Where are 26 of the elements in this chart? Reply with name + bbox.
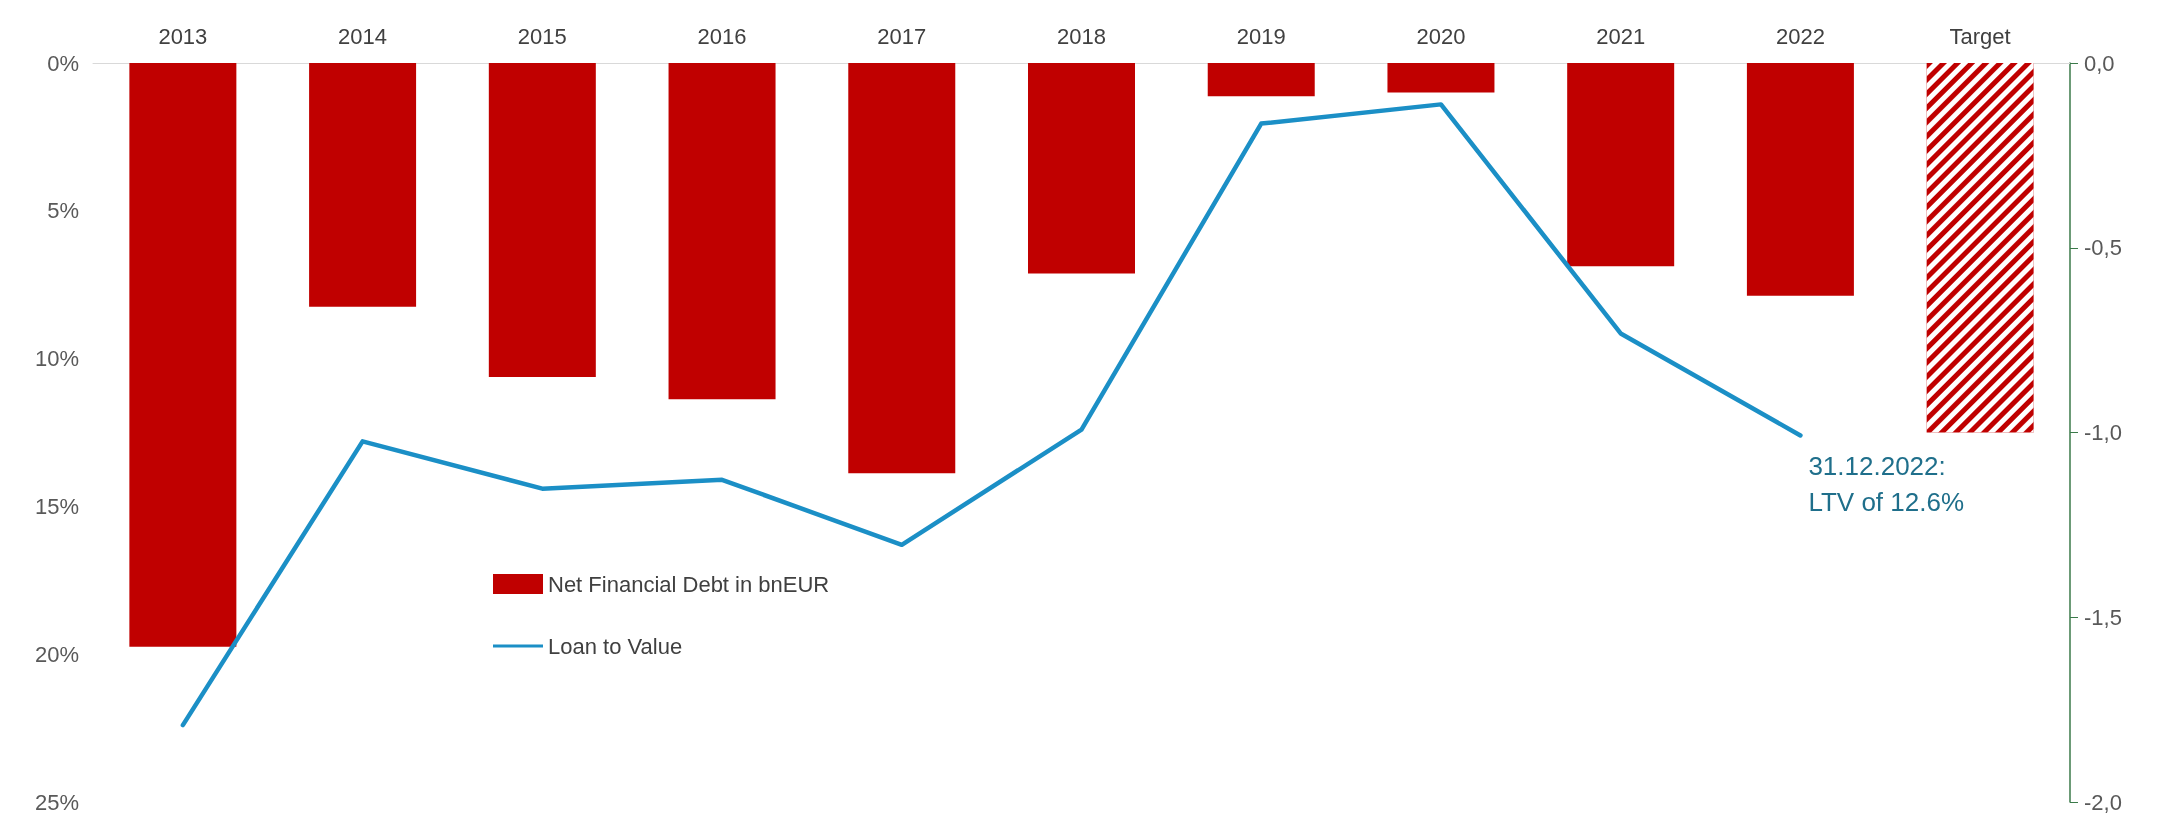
y2-tick-label: -0,5 [2084,235,2122,261]
x-tick-label: 2019 [1236,23,1286,49]
x-tick-label: 2015 [517,23,567,49]
y-tick-label: 5% [47,198,79,224]
y2-tick-label: 0,0 [2084,50,2115,76]
x-tick-label: Target [1949,23,2011,49]
x-tick-label: 2014 [338,23,388,49]
y2-tick-label: -1,5 [2084,604,2122,630]
y-tick-label: 20% [34,641,79,667]
x-tick-label: 2013 [158,23,208,49]
annotation: 31.12.2022: LTV of 12.6% [1808,451,1965,518]
y-tick-label: 10% [34,346,79,372]
x-tick-label: 2016 [697,23,747,49]
x-tick-label: 2018 [1057,23,1106,49]
y-tick-label: 25% [34,789,79,815]
line-series [180,102,1803,728]
y-tick-label: 15% [34,493,79,519]
x-tick-label: 2020 [1416,23,1466,49]
y2-tick-label: -1,0 [2084,420,2122,445]
y-tick-label: 0% [47,50,79,76]
legend-label: Loan to Value [548,633,683,659]
y2-tick-label: -2,0 [2084,789,2122,815]
x-tick-label: 2022 [1775,23,1825,49]
legend-label: Net Financial Debt in bnEUR [548,571,830,597]
x-tick-label: 2021 [1596,23,1646,49]
x-tick-label: 2017 [877,23,927,49]
